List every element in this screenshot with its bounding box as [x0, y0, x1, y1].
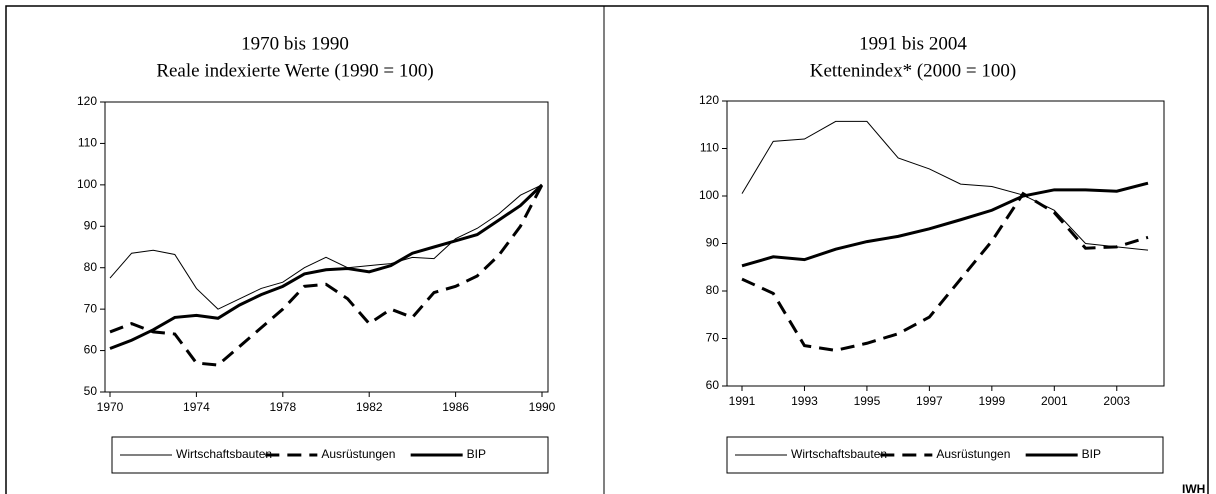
- series-line: [741, 120, 1149, 251]
- y-tick-label: 70: [84, 301, 98, 315]
- x-tick-label: 1990: [529, 400, 556, 414]
- y-tick-label: 120: [699, 93, 719, 107]
- series-line: [741, 191, 1149, 352]
- x-tick-label: 1970: [97, 400, 124, 414]
- chart-title: 1991 bis 2004: [859, 33, 967, 54]
- x-tick-label: 2003: [1103, 394, 1130, 408]
- y-tick-label: 60: [84, 343, 98, 357]
- legend-label: Wirtschaftsbauten: [791, 447, 887, 461]
- x-tick-label: 1986: [442, 400, 469, 414]
- source: IWH: [1182, 482, 1205, 494]
- y-tick-label: 100: [699, 188, 719, 202]
- legend-label: Wirtschaftsbauten: [176, 447, 272, 461]
- chart-title: 1970 bis 1990: [241, 33, 349, 54]
- series-line: [109, 184, 544, 367]
- y-tick-label: 90: [84, 218, 98, 232]
- legend-box: [111, 436, 549, 474]
- y-tick-label: 80: [706, 283, 720, 297]
- series-line: [741, 181, 1149, 268]
- plot-frame: [726, 100, 1165, 387]
- y-tick-label: 50: [84, 384, 98, 398]
- y-tick-label: 70: [706, 331, 720, 345]
- series-line: [109, 184, 543, 310]
- x-tick-label: 1974: [183, 400, 210, 414]
- x-tick-label: 1978: [269, 400, 296, 414]
- y-tick-label: 110: [78, 136, 97, 150]
- x-tick-label: 1999: [978, 394, 1005, 408]
- legend-box: [726, 436, 1164, 474]
- y-tick-label: 120: [77, 94, 97, 108]
- y-tick-label: 100: [77, 177, 97, 191]
- y-tick-label: 60: [706, 378, 720, 392]
- x-tick-label: 1982: [356, 400, 383, 414]
- y-tick-label: 110: [700, 141, 719, 155]
- x-tick-label: 1997: [916, 394, 943, 408]
- legend-label: Ausrüstungen: [321, 447, 395, 461]
- y-tick-label: 80: [84, 260, 98, 274]
- chart-subtitle: Reale indexierte Werte (1990 = 100): [156, 60, 433, 81]
- plot-frame: [104, 101, 549, 393]
- y-tick-label: 90: [706, 236, 720, 250]
- x-tick-label: 1991: [729, 394, 756, 408]
- series-line: [109, 183, 544, 350]
- chart-subtitle: Kettenindex* (2000 = 100): [810, 60, 1016, 81]
- x-tick-label: 1993: [791, 394, 818, 408]
- legend-label: BIP: [1082, 447, 1101, 461]
- legend-label: Ausrüstungen: [936, 447, 1010, 461]
- x-tick-label: 1995: [854, 394, 881, 408]
- legend-label: BIP: [467, 447, 486, 461]
- x-tick-label: 2001: [1041, 394, 1068, 408]
- frame: [5, 5, 1209, 494]
